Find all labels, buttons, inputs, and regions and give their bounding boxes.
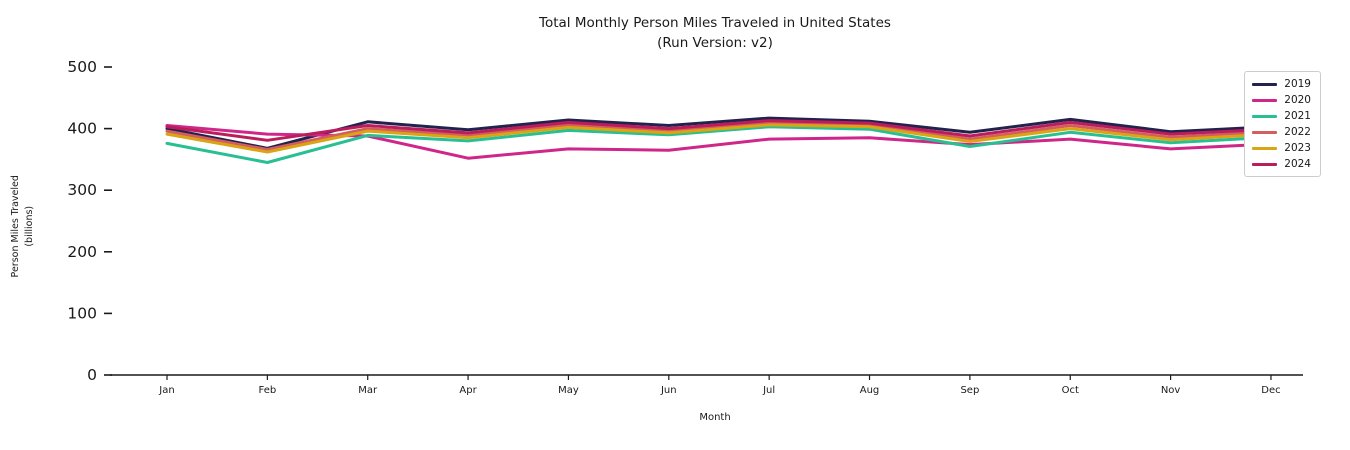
legend-item-2024: 2024 [1252,158,1311,170]
legend-swatch-2019 [1252,82,1278,86]
y-axis-label-line1: Person Miles Traveled [9,175,21,278]
legend-item-2022: 2022 [1252,126,1311,138]
x-tick-label: Mar [358,385,378,396]
y-tick-label: 0 [87,366,97,384]
series-line-2022 [165,121,1273,151]
series-line-2023 [165,123,1273,154]
x-tick-label: Jan [158,385,174,396]
legend-swatch-2023 [1252,146,1278,150]
legend-swatch-2024 [1252,162,1278,166]
y-axis-label: Person Miles Traveled (billions) [9,141,38,311]
y-tick-label: 100 [67,304,97,322]
legend-label: 2022 [1284,126,1311,138]
y-tick-label: 400 [67,120,97,138]
chart-title-block: Total Monthly Person Miles Traveled in U… [110,14,1320,53]
legend-swatch-2021 [1252,114,1278,118]
y-tick-label: 300 [67,181,97,199]
series-line-2019 [165,116,1273,150]
legend-item-2020: 2020 [1252,94,1311,106]
legend-item-2019: 2019 [1252,78,1311,90]
x-tick-label: Aug [860,385,880,396]
x-tick-label: Jun [660,385,677,396]
y-tick-label: 200 [67,243,97,261]
legend-label: 2019 [1284,78,1311,90]
x-tick-label: Jul [762,385,775,396]
x-tick-label: Feb [259,385,277,396]
x-tick-label: Nov [1161,385,1181,396]
chart-title: Total Monthly Person Miles Traveled in U… [539,15,891,31]
series-line-2021 [165,125,1273,164]
chart-subtitle: (Run Version: v2) [657,34,773,51]
legend-label: 2024 [1284,158,1311,170]
x-tick-label: May [558,385,579,396]
legend-label: 2021 [1284,110,1311,122]
x-tick-label: Sep [960,385,979,396]
x-tick-label: Oct [1062,385,1079,396]
series-line-2024 [165,119,1273,142]
legend-label: 2023 [1284,142,1311,154]
x-tick-label: Apr [459,385,477,396]
y-axis-label-line2: (billions) [24,205,35,247]
x-axis-label: Month [699,412,731,423]
legend-label: 2020 [1284,94,1311,106]
y-tick-label: 500 [67,58,97,76]
legend-swatch-2022 [1252,130,1278,134]
legend-swatch-2020 [1252,98,1278,102]
legend-item-2021: 2021 [1252,110,1311,122]
x-tick-label: Dec [1261,385,1280,396]
legend-item-2023: 2023 [1252,142,1311,154]
legend: 2019 2020 2021 2022 2023 2024 [1244,71,1321,177]
